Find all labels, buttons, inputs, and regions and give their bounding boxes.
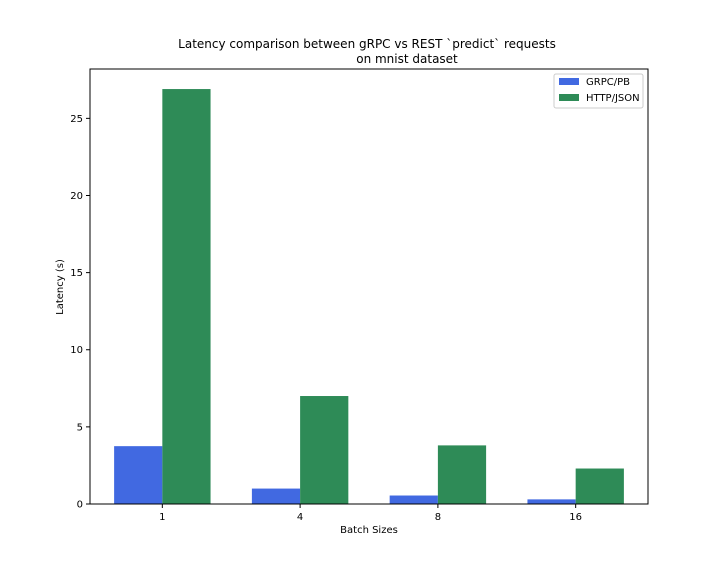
x-tick-label: 4 [297, 512, 303, 523]
y-axis-label: Latency (s) [55, 259, 66, 315]
bar-http-1 [162, 89, 211, 504]
bar-grpc-4 [251, 488, 301, 504]
y-tick-label: 0 [77, 500, 83, 511]
x-axis: 1 4 8 16 [159, 504, 582, 523]
legend: GRPC/PB HTTP/JSON [553, 73, 644, 109]
y-tick-label: 10 [70, 345, 83, 356]
plot-frame [89, 68, 649, 505]
y-axis: 0 5 10 15 20 25 [70, 114, 90, 511]
bars-layer [114, 89, 624, 504]
x-tick-label: 8 [435, 512, 441, 523]
chart-title: Latency comparison between gRPC vs REST … [178, 37, 556, 51]
x-tick-label: 16 [569, 512, 582, 523]
legend-swatch-http [559, 94, 579, 101]
bar-grpc-8 [389, 495, 438, 504]
y-tick-label: 20 [70, 191, 83, 202]
bar-grpc-1 [114, 446, 163, 504]
y-tick-label: 5 [77, 422, 83, 433]
legend-label-grpc: GRPC/PB [586, 77, 630, 88]
y-tick-label: 15 [70, 268, 83, 279]
bar-http-8 [437, 445, 487, 504]
bar-http-4 [300, 396, 349, 504]
legend-label-http: HTTP/JSON [586, 93, 640, 104]
x-axis-label: Batch Sizes [340, 525, 398, 536]
y-tick-label: 25 [70, 114, 83, 125]
legend-swatch-grpc [559, 78, 579, 85]
bar-http-16 [575, 468, 624, 504]
bar-grpc-16 [527, 499, 576, 504]
chart-subtitle: on mnist dataset [356, 52, 458, 66]
x-tick-label: 1 [159, 512, 165, 523]
